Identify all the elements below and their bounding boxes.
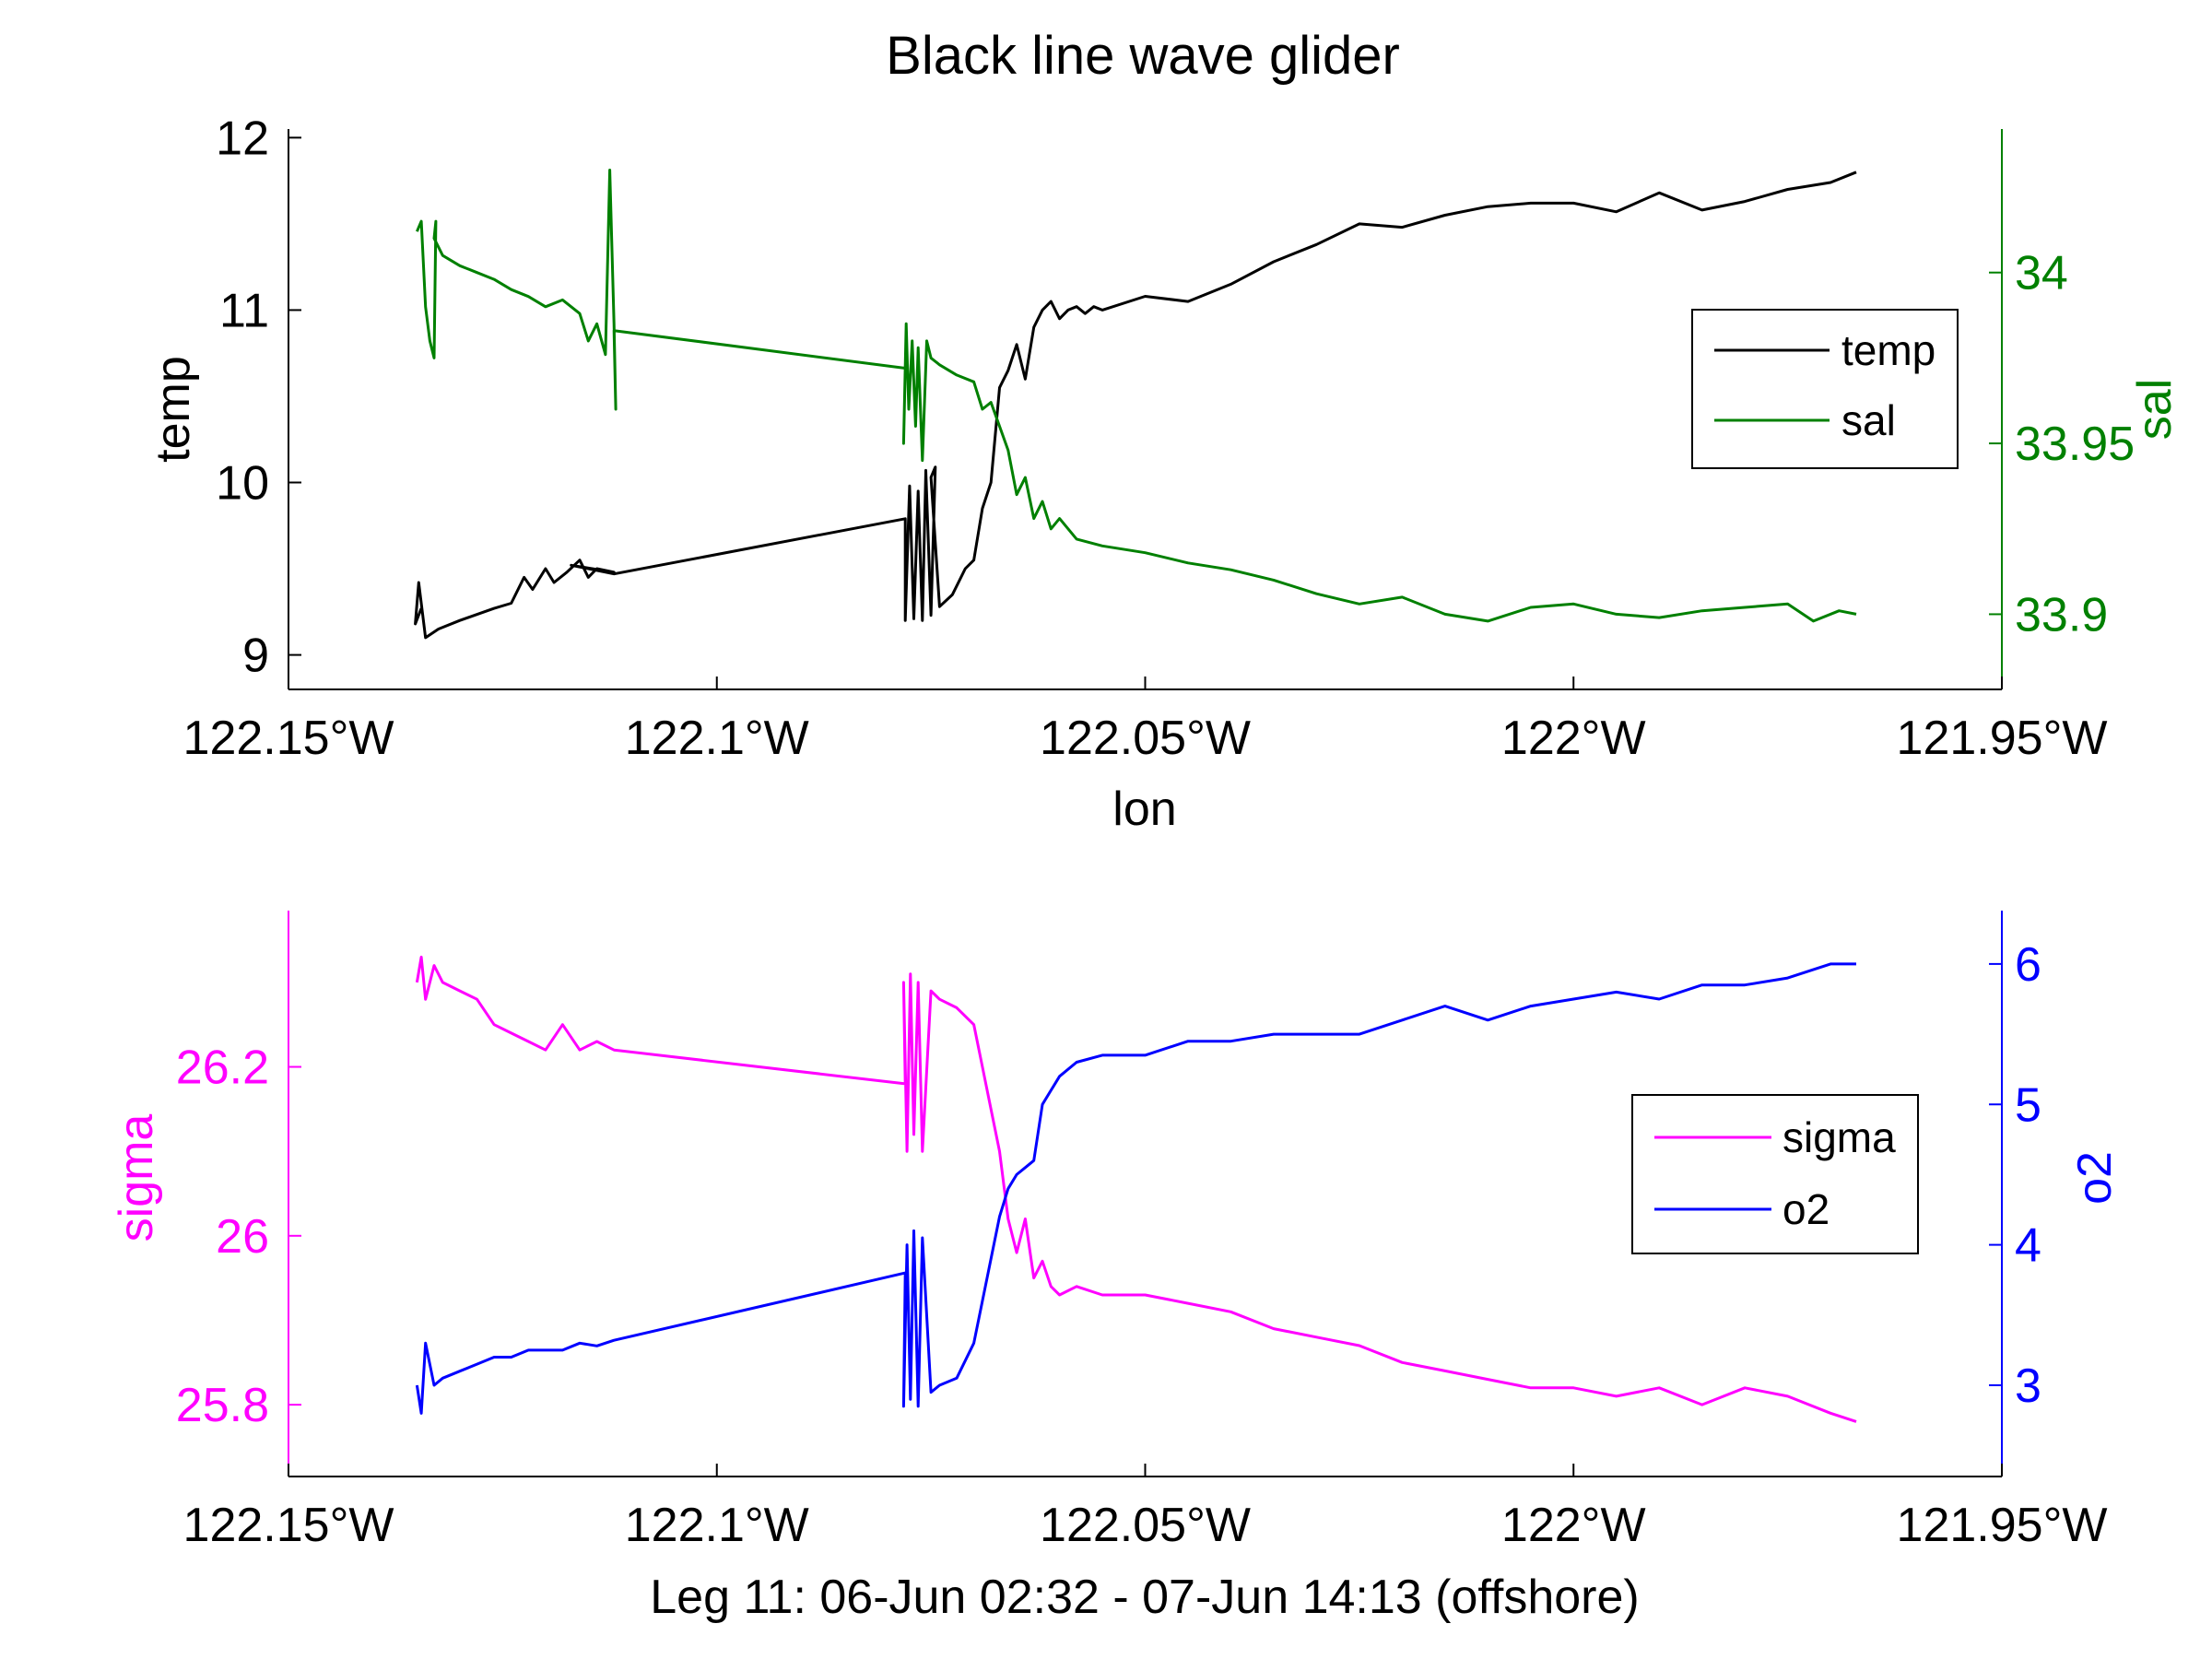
- top-left-y-ticks: 9 10 11 12: [216, 112, 301, 683]
- legend-label-sal: sal: [1841, 396, 1896, 444]
- top-right-y-tick-label: 34: [2015, 247, 2068, 300]
- bottom-x-ticks: 122.15°W 122.1°W 122.05°W 122°W 121.95°W: [183, 1464, 2108, 1552]
- series-line-temp: [414, 171, 1857, 640]
- top-right-y-tick-label: 33.9: [2015, 588, 2108, 641]
- series-line-sigma: [415, 955, 1857, 1423]
- bottom-left-axis-label: sigma: [110, 1114, 163, 1242]
- top-panel: 122.15°W 122.1°W 122.05°W 122°W 121.95°W 9 10…: [147, 112, 2182, 836]
- series-line-sal: [416, 169, 1857, 623]
- bot-right-y-tick-label: 5: [2015, 1078, 2041, 1132]
- top-legend: temp sal: [1691, 309, 1959, 469]
- bottom-x-axis-label: Leg 11: 06-Jun 02:32 - 07-Jun 14:13 (off…: [650, 1571, 1639, 1624]
- top-left-y-tick-label: 11: [219, 284, 269, 337]
- top-left-axis-label: temp: [147, 356, 200, 463]
- top-x-tick-label: 122.15°W: [183, 712, 394, 765]
- bot-left-y-tick-label: 25.8: [176, 1379, 269, 1432]
- figure-title: Black line wave glider: [886, 26, 1400, 86]
- series-line-o2: [415, 962, 1856, 1415]
- bottom-legend-box: [1631, 1094, 1919, 1254]
- bottom-right-y-ticks: 3 4 5 6: [1989, 938, 2041, 1413]
- legend-label-temp: temp: [1841, 326, 1936, 374]
- bot-x-tick-label: 122.05°W: [1040, 1499, 1251, 1552]
- top-left-y-tick-label: 9: [242, 629, 269, 683]
- top-x-tick-label: 121.95°W: [1897, 712, 2108, 765]
- top-x-axis-label: lon: [1112, 782, 1176, 836]
- top-left-y-tick-label: 10: [216, 457, 269, 511]
- bot-right-y-tick-label: 4: [2015, 1219, 2041, 1273]
- bottom-left-y-ticks: 25.8 26 26.2: [176, 1041, 301, 1432]
- bottom-legend: sigma o2: [1631, 1094, 1919, 1254]
- bottom-panel: 122.15°W 122.1°W 122.05°W 122°W 121.95°W 25.…: [110, 911, 2122, 1624]
- top-left-y-tick-label: 12: [216, 112, 269, 165]
- legend-label-sigma: sigma: [1783, 1113, 1896, 1161]
- bottom-series-layer: [415, 955, 1857, 1423]
- bot-left-y-tick-label: 26.2: [176, 1041, 269, 1095]
- bot-x-tick-label: 122.15°W: [183, 1499, 394, 1552]
- bot-x-tick-label: 121.95°W: [1897, 1499, 2108, 1552]
- top-legend-box: [1691, 309, 1959, 469]
- top-right-axis-label: sal: [2128, 379, 2182, 440]
- bot-x-tick-label: 122.1°W: [625, 1499, 809, 1552]
- top-right-y-ticks: 33.9 33.95 34: [1989, 247, 2135, 641]
- legend-label-o2: o2: [1783, 1185, 1830, 1233]
- top-series-layer: [414, 169, 1857, 640]
- bot-x-tick-label: 122°W: [1501, 1499, 1646, 1552]
- bottom-right-axis-label: o2: [2068, 1151, 2122, 1205]
- bot-right-y-tick-label: 3: [2015, 1359, 2041, 1413]
- bot-right-y-tick-label: 6: [2015, 938, 2041, 992]
- top-right-y-tick-label: 33.95: [2015, 418, 2135, 471]
- top-x-tick-label: 122.05°W: [1040, 712, 1251, 765]
- top-x-tick-label: 122.1°W: [625, 712, 809, 765]
- top-x-ticks: 122.15°W 122.1°W 122.05°W 122°W 121.95°W: [183, 677, 2108, 765]
- top-x-tick-label: 122°W: [1501, 712, 1646, 765]
- bot-left-y-tick-label: 26: [216, 1210, 269, 1264]
